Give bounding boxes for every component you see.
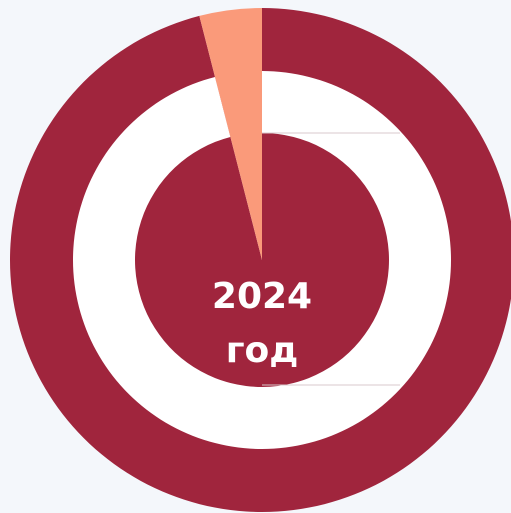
slice (199, 7, 262, 260)
ring-gap (72, 71, 451, 450)
center-label: год (226, 330, 299, 371)
slices (10, 7, 511, 512)
center-label: 2024 (212, 276, 312, 317)
